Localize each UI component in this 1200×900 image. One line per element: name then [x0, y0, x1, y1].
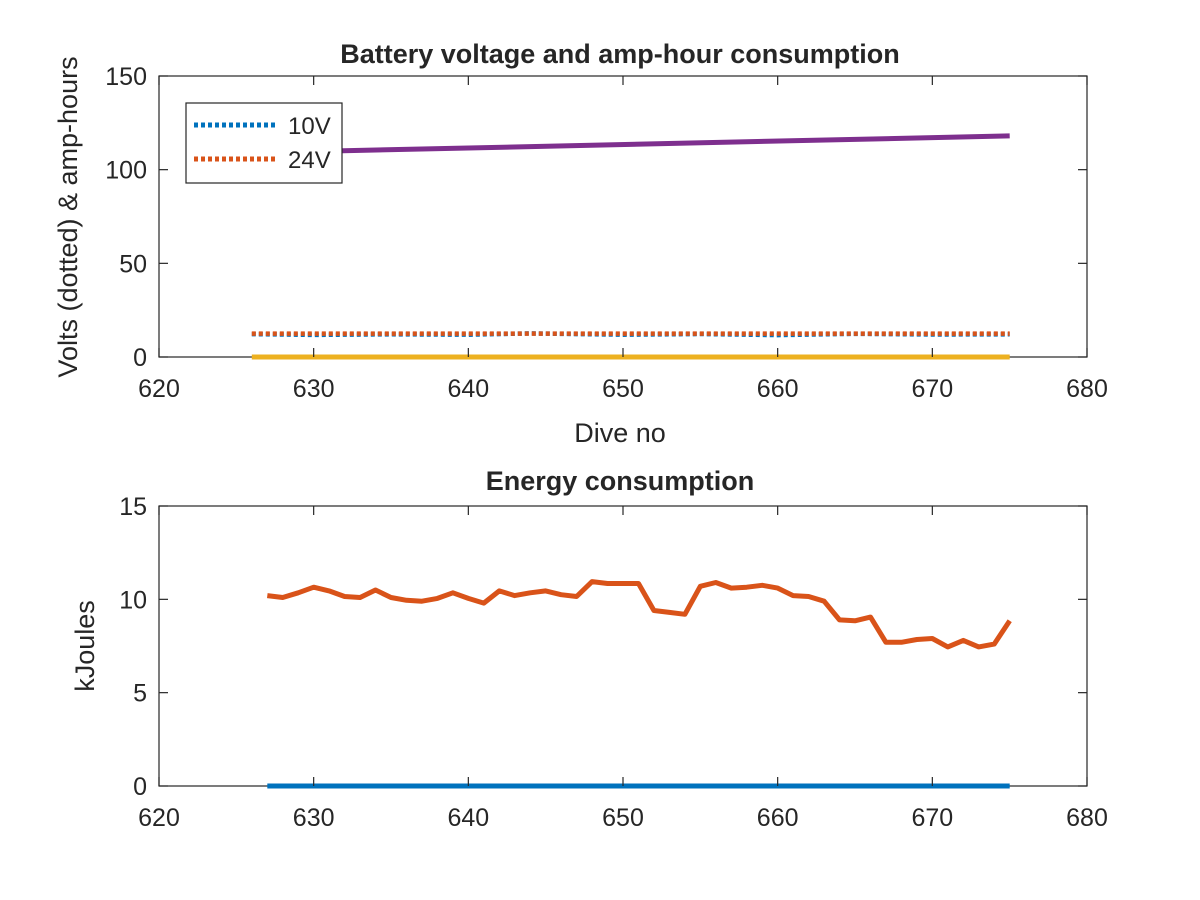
legend-label-24v: 24V [288, 147, 331, 174]
battery-chart-ylabel: Volts (dotted) & amp-hours [53, 56, 83, 377]
battery-ytick-label-100: 100 [105, 157, 147, 185]
battery-series-2-line [251, 133, 1010, 156]
energy-chart-ticks: 620 630 640 650 660 670 680 0 5 10 15 [119, 493, 1108, 832]
energy-xtick-label-630: 630 [293, 804, 335, 832]
legend-label-10v: 10V [288, 113, 331, 140]
energy-xtick-label-670: 670 [911, 804, 953, 832]
energy-chart: Energy consumption 620 630 640 650 660 670 680… [70, 466, 1108, 832]
energy-xtick-label-680: 680 [1066, 804, 1108, 832]
battery-ytick-label-150: 150 [105, 63, 147, 91]
battery-ytick-label-50: 50 [119, 250, 147, 278]
battery-xtick-label-620: 620 [138, 375, 180, 403]
energy-xtick-label-620: 620 [138, 804, 180, 832]
battery-xtick-label-680: 680 [1066, 375, 1108, 403]
energy-chart-title: Energy consumption [486, 466, 755, 496]
legend-box [185, 102, 343, 184]
energy-chart-series [266, 579, 1012, 789]
battery-ytick-label-0: 0 [133, 344, 147, 372]
energy-ytick-label-5: 5 [133, 680, 147, 708]
energy-chart-ylabel: kJoules [70, 600, 100, 692]
battery-chart-legend: 10V 24V [185, 102, 343, 184]
battery-chart-xlabel: Dive no [574, 418, 666, 448]
energy-ytick-label-15: 15 [119, 493, 147, 521]
energy-ytick-label-0: 0 [133, 773, 147, 801]
battery-chart: Battery voltage and amp-hour consumption… [53, 39, 1108, 448]
battery-chart-ticks: 620 630 640 650 660 670 680 0 50 100 150 [105, 63, 1108, 403]
energy-ytick-label-10: 10 [119, 586, 147, 614]
energy-xtick-label-660: 660 [757, 804, 799, 832]
battery-chart-series [251, 133, 1010, 360]
battery-xtick-label-650: 650 [602, 375, 644, 403]
battery-xtick-label-670: 670 [911, 375, 953, 403]
energy-series-0-line [266, 579, 1012, 650]
energy-xtick-label-650: 650 [602, 804, 644, 832]
energy-xtick-label-640: 640 [447, 804, 489, 832]
battery-chart-title: Battery voltage and amp-hour consumption [340, 39, 900, 69]
battery-xtick-label-640: 640 [447, 375, 489, 403]
battery-xtick-label-660: 660 [757, 375, 799, 403]
battery-xtick-label-630: 630 [293, 375, 335, 403]
